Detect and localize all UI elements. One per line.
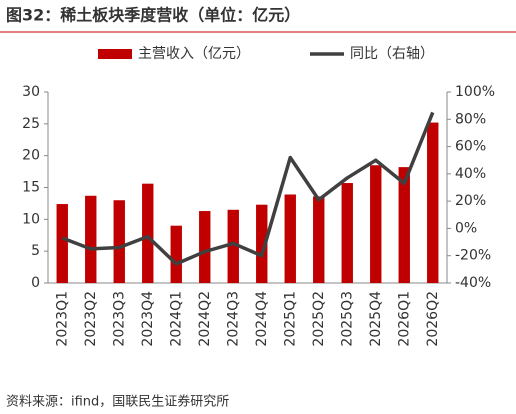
y-tick-label: 5 — [31, 243, 40, 259]
x-tick-label: 2026Q1 — [396, 291, 412, 347]
y2-tick-label: -40% — [455, 275, 491, 291]
x-tick-label: 2025Q3 — [339, 291, 355, 347]
y2-tick-label: 20% — [455, 193, 486, 209]
bar — [227, 209, 239, 283]
y-tick-label: 10 — [22, 211, 40, 227]
legend-label: 主营收入（亿元） — [138, 46, 250, 62]
y2-tick-label: 60% — [455, 139, 486, 155]
bar — [170, 225, 182, 283]
bar — [313, 196, 325, 283]
bar — [341, 183, 353, 283]
x-tick-label: 2025Q2 — [311, 291, 327, 347]
bar — [85, 195, 97, 283]
bar — [142, 183, 154, 283]
x-tick-label: 2023Q1 — [54, 291, 70, 347]
bar — [256, 204, 268, 283]
y-tick-label: 15 — [22, 180, 40, 196]
bar — [56, 204, 68, 283]
x-tick-label: 2024Q1 — [168, 291, 184, 347]
y-tick-label: 0 — [31, 275, 40, 291]
y-tick-label: 30 — [22, 84, 40, 100]
legend-swatch — [98, 49, 132, 59]
chart-title: 图32：稀土板块季度营收（单位：亿元） — [6, 6, 300, 25]
y2-tick-label: 40% — [455, 166, 486, 182]
x-tick-label: 2025Q4 — [368, 291, 384, 347]
bar — [370, 165, 382, 283]
x-tick-label: 2024Q2 — [197, 291, 213, 347]
source-note: 资料来源：ifind，国联民生证券研究所 — [6, 394, 229, 410]
bar — [199, 211, 211, 283]
x-tick-label: 2023Q2 — [83, 291, 99, 347]
y2-tick-label: -20% — [455, 248, 491, 264]
bar — [113, 200, 125, 283]
bar — [427, 122, 439, 283]
y-tick-label: 20 — [22, 148, 40, 164]
bar — [398, 167, 410, 283]
y2-tick-label: 80% — [455, 111, 486, 127]
x-tick-label: 2024Q4 — [254, 291, 270, 347]
x-tick-label: 2023Q4 — [140, 291, 156, 347]
bar — [284, 194, 296, 283]
y2-tick-label: 100% — [455, 84, 495, 100]
x-tick-label: 2024Q3 — [225, 291, 241, 347]
y2-tick-label: 0% — [455, 220, 477, 236]
x-tick-label: 2025Q1 — [282, 291, 298, 347]
legend-label: 同比（右轴） — [350, 46, 434, 62]
y-tick-label: 25 — [22, 116, 40, 132]
x-tick-label: 2023Q3 — [111, 291, 127, 347]
line — [61, 111, 435, 266]
x-tick-label: 2026Q2 — [425, 291, 441, 347]
